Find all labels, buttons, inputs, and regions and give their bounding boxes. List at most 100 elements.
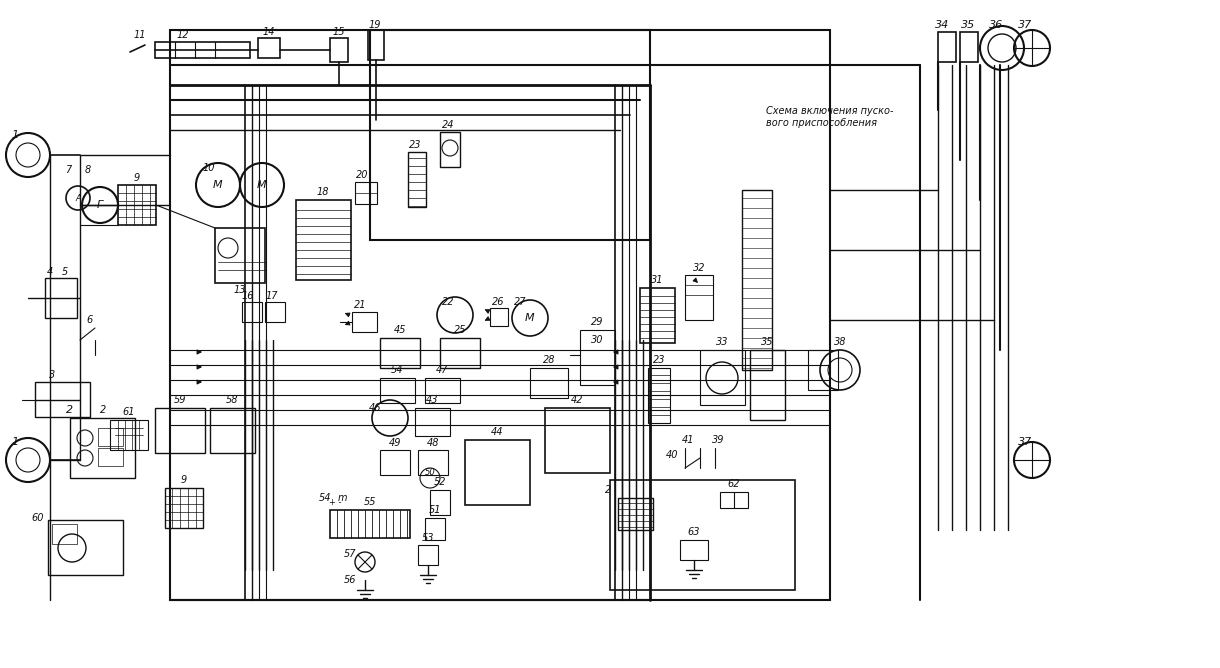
Text: 59: 59 bbox=[173, 395, 187, 405]
Text: 49: 49 bbox=[389, 438, 401, 448]
Bar bbox=[580, 330, 615, 385]
Text: 25: 25 bbox=[454, 325, 466, 335]
Text: 52: 52 bbox=[434, 477, 447, 487]
Bar bbox=[379, 450, 410, 475]
Text: Схема включения пуско-
вого приспособления: Схема включения пуско- вого приспособлен… bbox=[766, 106, 894, 128]
Text: 4: 4 bbox=[46, 267, 54, 277]
Text: 20: 20 bbox=[356, 170, 368, 180]
Bar bbox=[98, 428, 123, 446]
Text: 31: 31 bbox=[650, 275, 664, 285]
Text: 57: 57 bbox=[344, 549, 356, 559]
Text: 2: 2 bbox=[66, 405, 73, 415]
Bar bbox=[425, 378, 460, 403]
Text: m: m bbox=[337, 493, 346, 503]
Bar bbox=[70, 418, 135, 478]
Bar bbox=[210, 408, 255, 453]
Bar bbox=[379, 378, 415, 403]
Bar bbox=[610, 480, 795, 590]
Bar bbox=[165, 488, 203, 528]
Text: 2: 2 bbox=[605, 485, 611, 495]
Text: 15: 15 bbox=[333, 27, 345, 37]
Bar bbox=[265, 302, 285, 322]
Bar bbox=[750, 350, 784, 420]
Bar bbox=[720, 492, 748, 508]
Text: 14: 14 bbox=[262, 27, 276, 37]
Text: 40: 40 bbox=[666, 450, 678, 460]
Text: 39: 39 bbox=[711, 435, 725, 445]
Bar bbox=[529, 368, 569, 398]
Text: 2: 2 bbox=[100, 405, 106, 415]
Text: 32: 32 bbox=[693, 263, 705, 273]
Bar bbox=[418, 545, 438, 565]
Bar bbox=[98, 448, 123, 466]
Text: 36: 36 bbox=[989, 20, 1003, 30]
Text: Г: Г bbox=[96, 200, 104, 210]
Text: 19: 19 bbox=[368, 20, 381, 30]
Bar bbox=[48, 520, 123, 575]
Bar bbox=[742, 190, 772, 370]
Text: 42: 42 bbox=[571, 395, 583, 405]
Bar bbox=[155, 42, 250, 58]
Bar bbox=[170, 30, 830, 600]
Bar bbox=[440, 132, 460, 167]
Text: 37: 37 bbox=[1017, 437, 1032, 447]
Text: 23: 23 bbox=[409, 140, 421, 150]
Text: М: М bbox=[525, 313, 534, 323]
Text: 7: 7 bbox=[65, 165, 71, 175]
Text: 35: 35 bbox=[961, 20, 975, 30]
Text: 8: 8 bbox=[85, 165, 92, 175]
Text: 63: 63 bbox=[688, 527, 700, 537]
Text: 58: 58 bbox=[226, 395, 238, 405]
Bar bbox=[700, 350, 745, 405]
Text: 26: 26 bbox=[492, 297, 504, 307]
Text: 61: 61 bbox=[123, 407, 135, 417]
Text: А: А bbox=[76, 194, 81, 202]
Text: 11: 11 bbox=[134, 30, 146, 40]
Bar bbox=[35, 382, 90, 417]
Bar bbox=[329, 510, 410, 538]
Bar bbox=[242, 302, 262, 322]
Bar bbox=[684, 275, 712, 320]
Bar bbox=[368, 30, 384, 60]
Text: 1: 1 bbox=[11, 130, 18, 140]
Bar bbox=[648, 368, 670, 423]
Bar bbox=[329, 38, 348, 62]
Bar bbox=[379, 338, 420, 368]
Bar bbox=[407, 152, 426, 207]
Text: 12: 12 bbox=[177, 30, 189, 40]
Bar bbox=[440, 338, 479, 368]
Text: М: М bbox=[214, 180, 223, 190]
Text: 5: 5 bbox=[62, 267, 68, 277]
Text: 9: 9 bbox=[181, 475, 187, 485]
Text: 10: 10 bbox=[203, 163, 215, 173]
Text: 51: 51 bbox=[428, 505, 442, 515]
Bar bbox=[355, 182, 377, 204]
Bar bbox=[425, 518, 445, 540]
Bar bbox=[110, 420, 148, 450]
Bar bbox=[960, 32, 978, 62]
Text: 16: 16 bbox=[242, 291, 254, 301]
Bar bbox=[465, 440, 529, 505]
Text: + -: + - bbox=[328, 498, 342, 506]
Bar bbox=[257, 38, 281, 58]
Bar bbox=[45, 278, 77, 318]
Bar bbox=[353, 312, 377, 332]
Text: 56: 56 bbox=[344, 575, 356, 585]
Text: 41: 41 bbox=[682, 435, 694, 445]
Text: 62: 62 bbox=[728, 479, 741, 489]
Bar bbox=[680, 540, 708, 560]
Text: 46: 46 bbox=[368, 403, 381, 413]
Text: 45: 45 bbox=[394, 325, 406, 335]
Bar bbox=[370, 30, 650, 240]
Bar bbox=[545, 408, 610, 473]
Text: 23: 23 bbox=[653, 355, 665, 365]
Text: 29: 29 bbox=[590, 317, 603, 327]
Bar bbox=[215, 228, 265, 283]
Text: 6: 6 bbox=[87, 315, 93, 325]
Bar bbox=[52, 524, 77, 544]
Text: 1: 1 bbox=[11, 437, 18, 447]
Text: 55: 55 bbox=[364, 497, 376, 507]
Bar bbox=[118, 185, 156, 225]
Text: 33: 33 bbox=[716, 337, 728, 347]
Text: 34: 34 bbox=[935, 20, 949, 30]
